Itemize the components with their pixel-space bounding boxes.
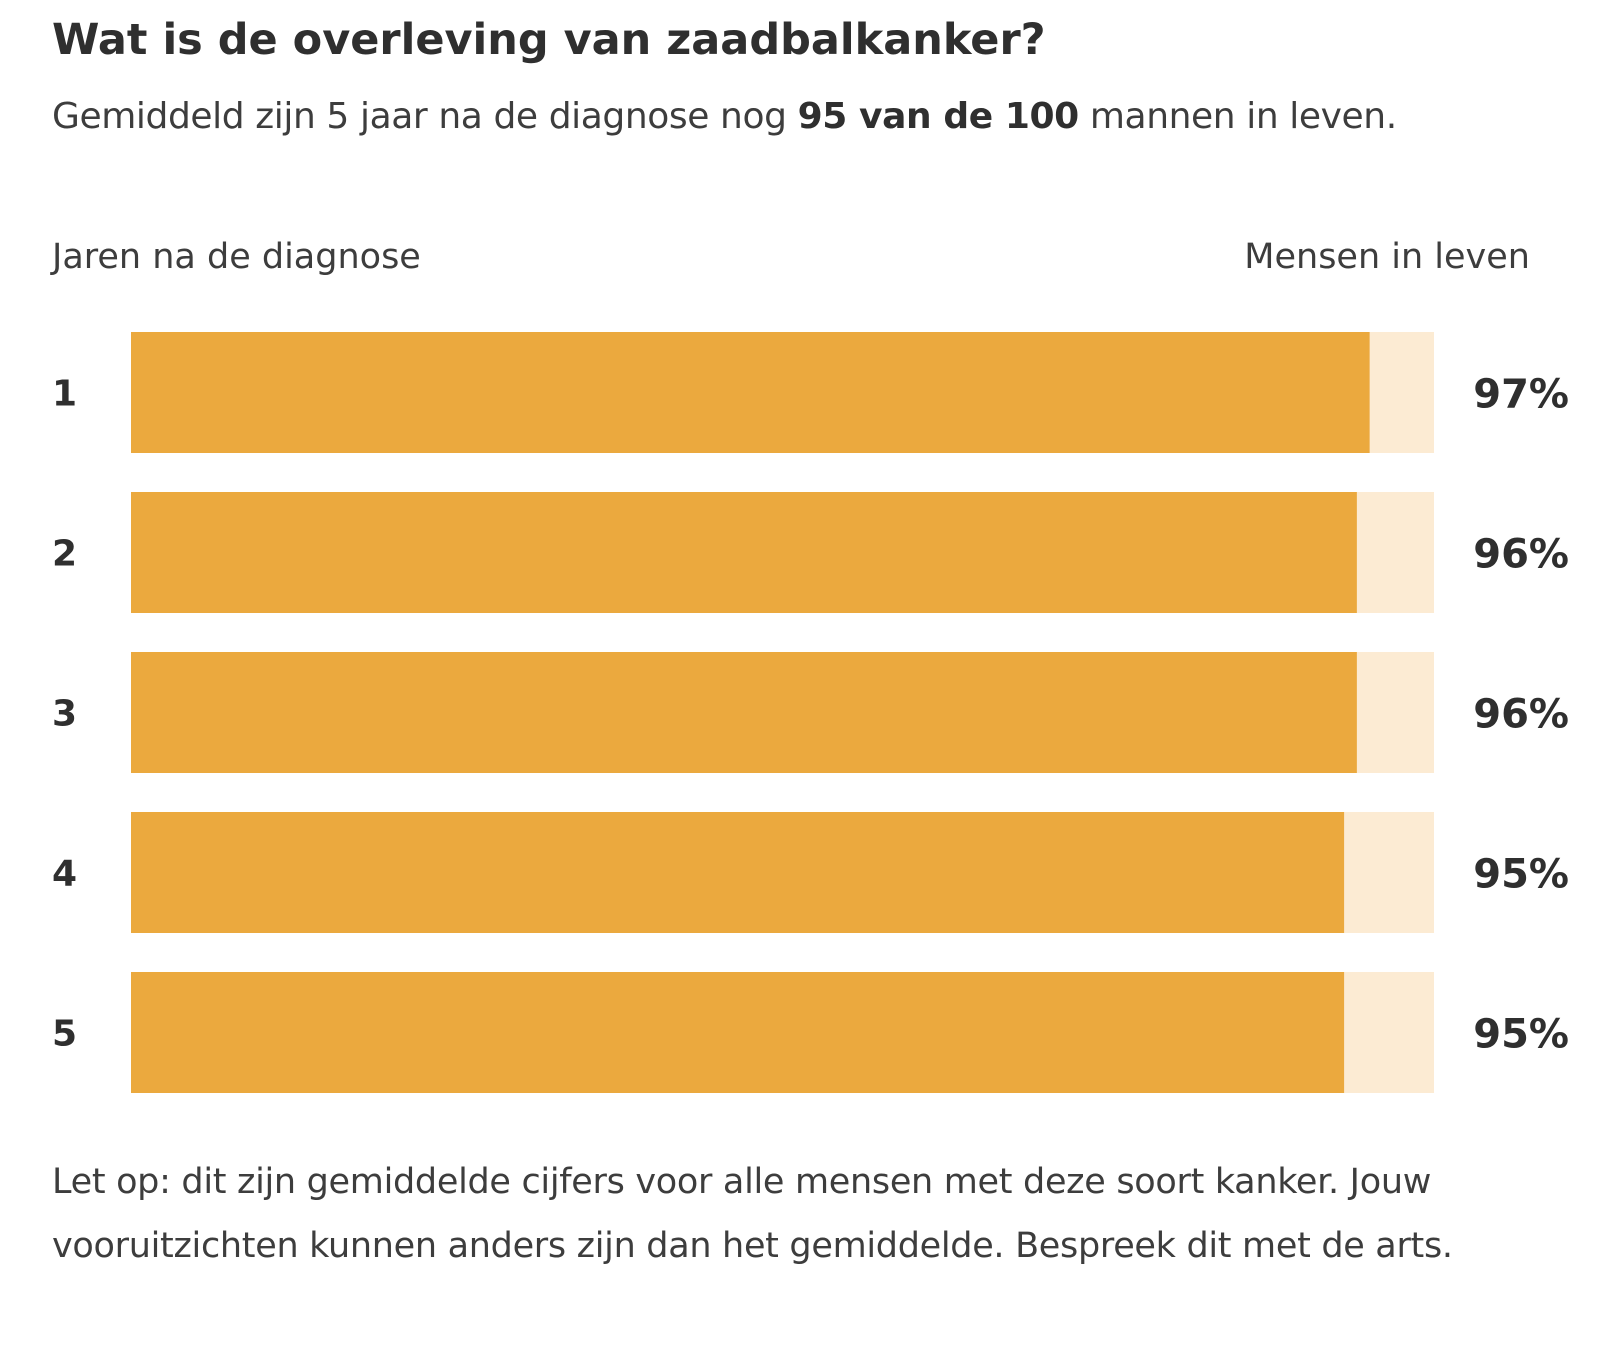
value-label: 97% xyxy=(1473,372,1569,418)
category-label: 1 xyxy=(52,374,77,415)
bar-row: 1 97% xyxy=(52,332,1569,453)
alive-column-header: Mensen in leven xyxy=(1244,237,1530,277)
bar xyxy=(131,812,1345,933)
category-label: 3 xyxy=(52,694,77,735)
bar xyxy=(131,492,1357,613)
bar-row: 2 96% xyxy=(52,492,1569,613)
value-label: 95% xyxy=(1473,852,1569,898)
chart-subtitle: Gemiddeld zijn 5 jaar na de diagnose nog… xyxy=(52,92,1397,142)
subtitle-text-start: Gemiddeld zijn 5 jaar na de diagnose nog xyxy=(52,96,798,137)
bar xyxy=(131,332,1370,453)
category-label: 5 xyxy=(52,1014,77,1055)
value-label: 95% xyxy=(1473,1012,1569,1058)
bar-row: 3 96% xyxy=(52,652,1569,773)
value-label: 96% xyxy=(1473,532,1569,578)
subtitle-text-end: mannen in leven. xyxy=(1078,96,1397,137)
chart-title: Wat is de overleving van zaadbalkanker? xyxy=(52,15,1046,65)
category-label: 4 xyxy=(52,854,77,895)
value-label: 96% xyxy=(1473,692,1569,738)
category-label: 2 xyxy=(52,534,77,575)
bar xyxy=(131,652,1357,773)
years-column-header: Jaren na de diagnose xyxy=(52,237,421,277)
bar-row: 5 95% xyxy=(52,972,1569,1093)
bar-row: 4 95% xyxy=(52,812,1569,933)
subtitle-emphasis: 95 van de 100 xyxy=(797,96,1080,137)
footnote: Let op: dit zijn gemiddelde cijfers voor… xyxy=(52,1162,1453,1266)
bar xyxy=(131,972,1345,1093)
